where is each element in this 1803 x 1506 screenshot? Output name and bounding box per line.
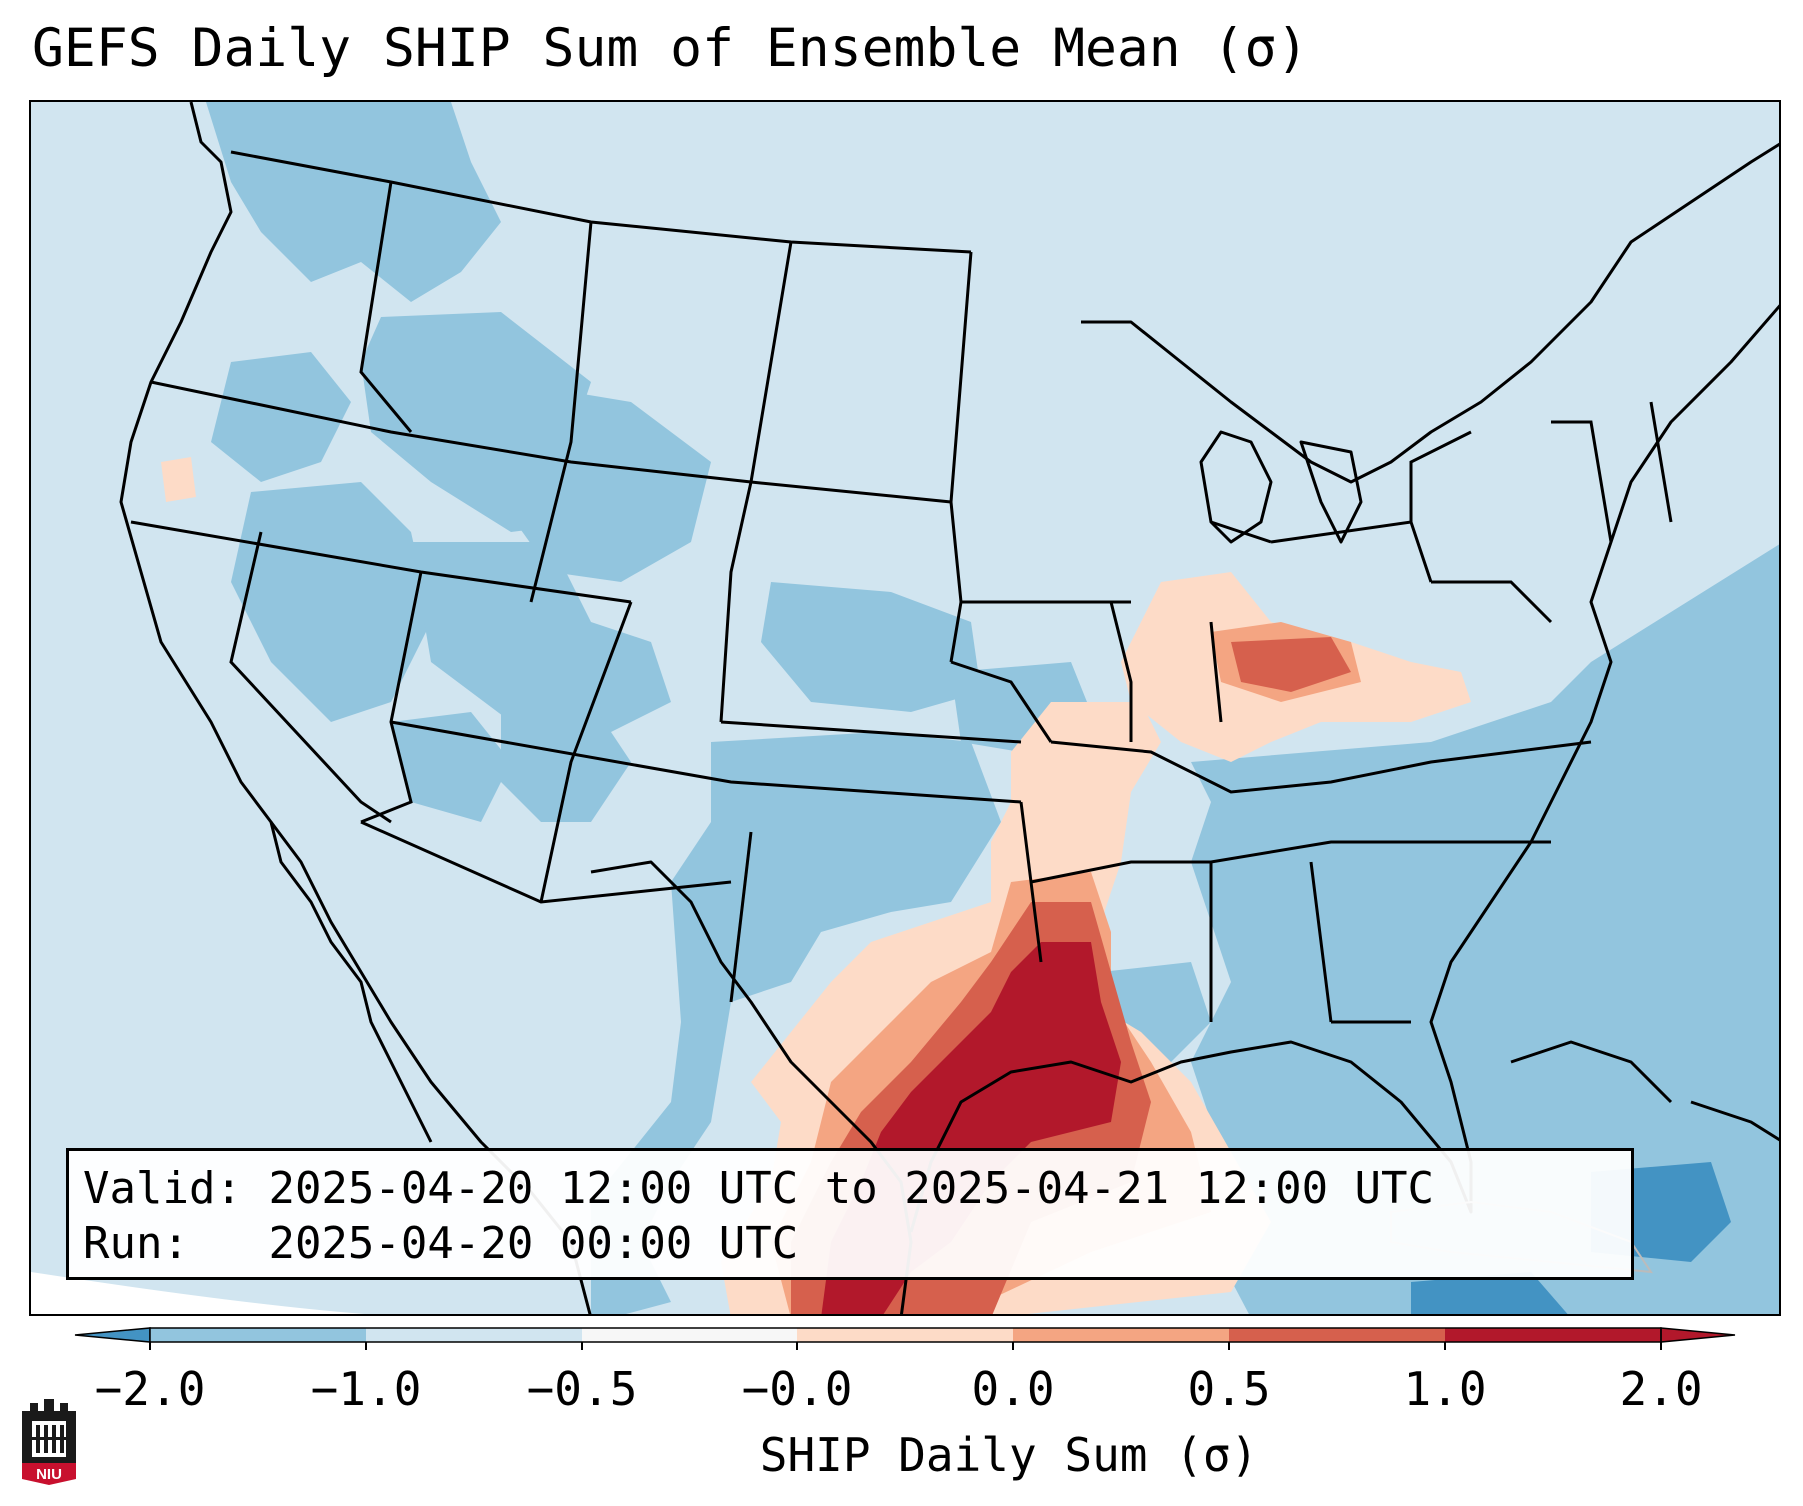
colorbar-segment <box>1229 1328 1445 1342</box>
niu-castle-logo-icon: NIU <box>22 1399 76 1485</box>
map-panel <box>29 100 1781 1316</box>
valid-label: Valid: <box>83 1163 242 1214</box>
colorbar-outline <box>149 1327 1662 1343</box>
colorbar-label: SHIP Daily Sum (σ) <box>759 1428 1259 1482</box>
colorbar-segment <box>1445 1328 1661 1342</box>
colorbar-tick-label: −2.0 <box>94 1362 206 1416</box>
colorbar-tick-label: −1.0 <box>310 1362 422 1416</box>
colorbar <box>74 1327 1736 1350</box>
colorbar-segment <box>150 1328 366 1342</box>
colorbar-segment <box>797 1328 1013 1342</box>
map-canvas <box>31 102 1779 1314</box>
chart-title: GEFS Daily SHIP Sum of Ensemble Mean (σ) <box>32 18 1309 79</box>
colorbar-tick-label: 0.5 <box>1187 1362 1271 1416</box>
coastlines <box>119 102 1779 1314</box>
colorbar-segment <box>1013 1328 1229 1342</box>
colorbar-extend-max <box>1660 1327 1736 1343</box>
colorbar-tick-label: −0.5 <box>526 1362 638 1416</box>
colorbar-segment <box>366 1328 582 1342</box>
valid-value: 2025-04-20 12:00 UTC to 2025-04-21 12:00… <box>268 1163 1435 1214</box>
anomaly-shading-minus-0.5 <box>206 102 1779 1314</box>
valid-time-box: Valid: 2025-04-20 12:00 UTC to 2025-04-2… <box>66 1148 1634 1280</box>
run-value: 2025-04-20 00:00 UTC <box>268 1218 799 1269</box>
colorbar-tick-label: 2.0 <box>1619 1362 1703 1416</box>
colorbar-tick-label: 1.0 <box>1403 1362 1487 1416</box>
colorbar-tick-label: −0.0 <box>741 1362 853 1416</box>
logo-text: NIU <box>36 1466 62 1483</box>
state-borders <box>130 150 1673 1024</box>
run-label: Run: <box>83 1218 189 1269</box>
colorbar-segment <box>582 1328 797 1342</box>
projection-edge <box>31 1272 365 1314</box>
colorbar-tick-label: 0.0 <box>971 1362 1055 1416</box>
colorbar-extend-min <box>74 1327 151 1343</box>
